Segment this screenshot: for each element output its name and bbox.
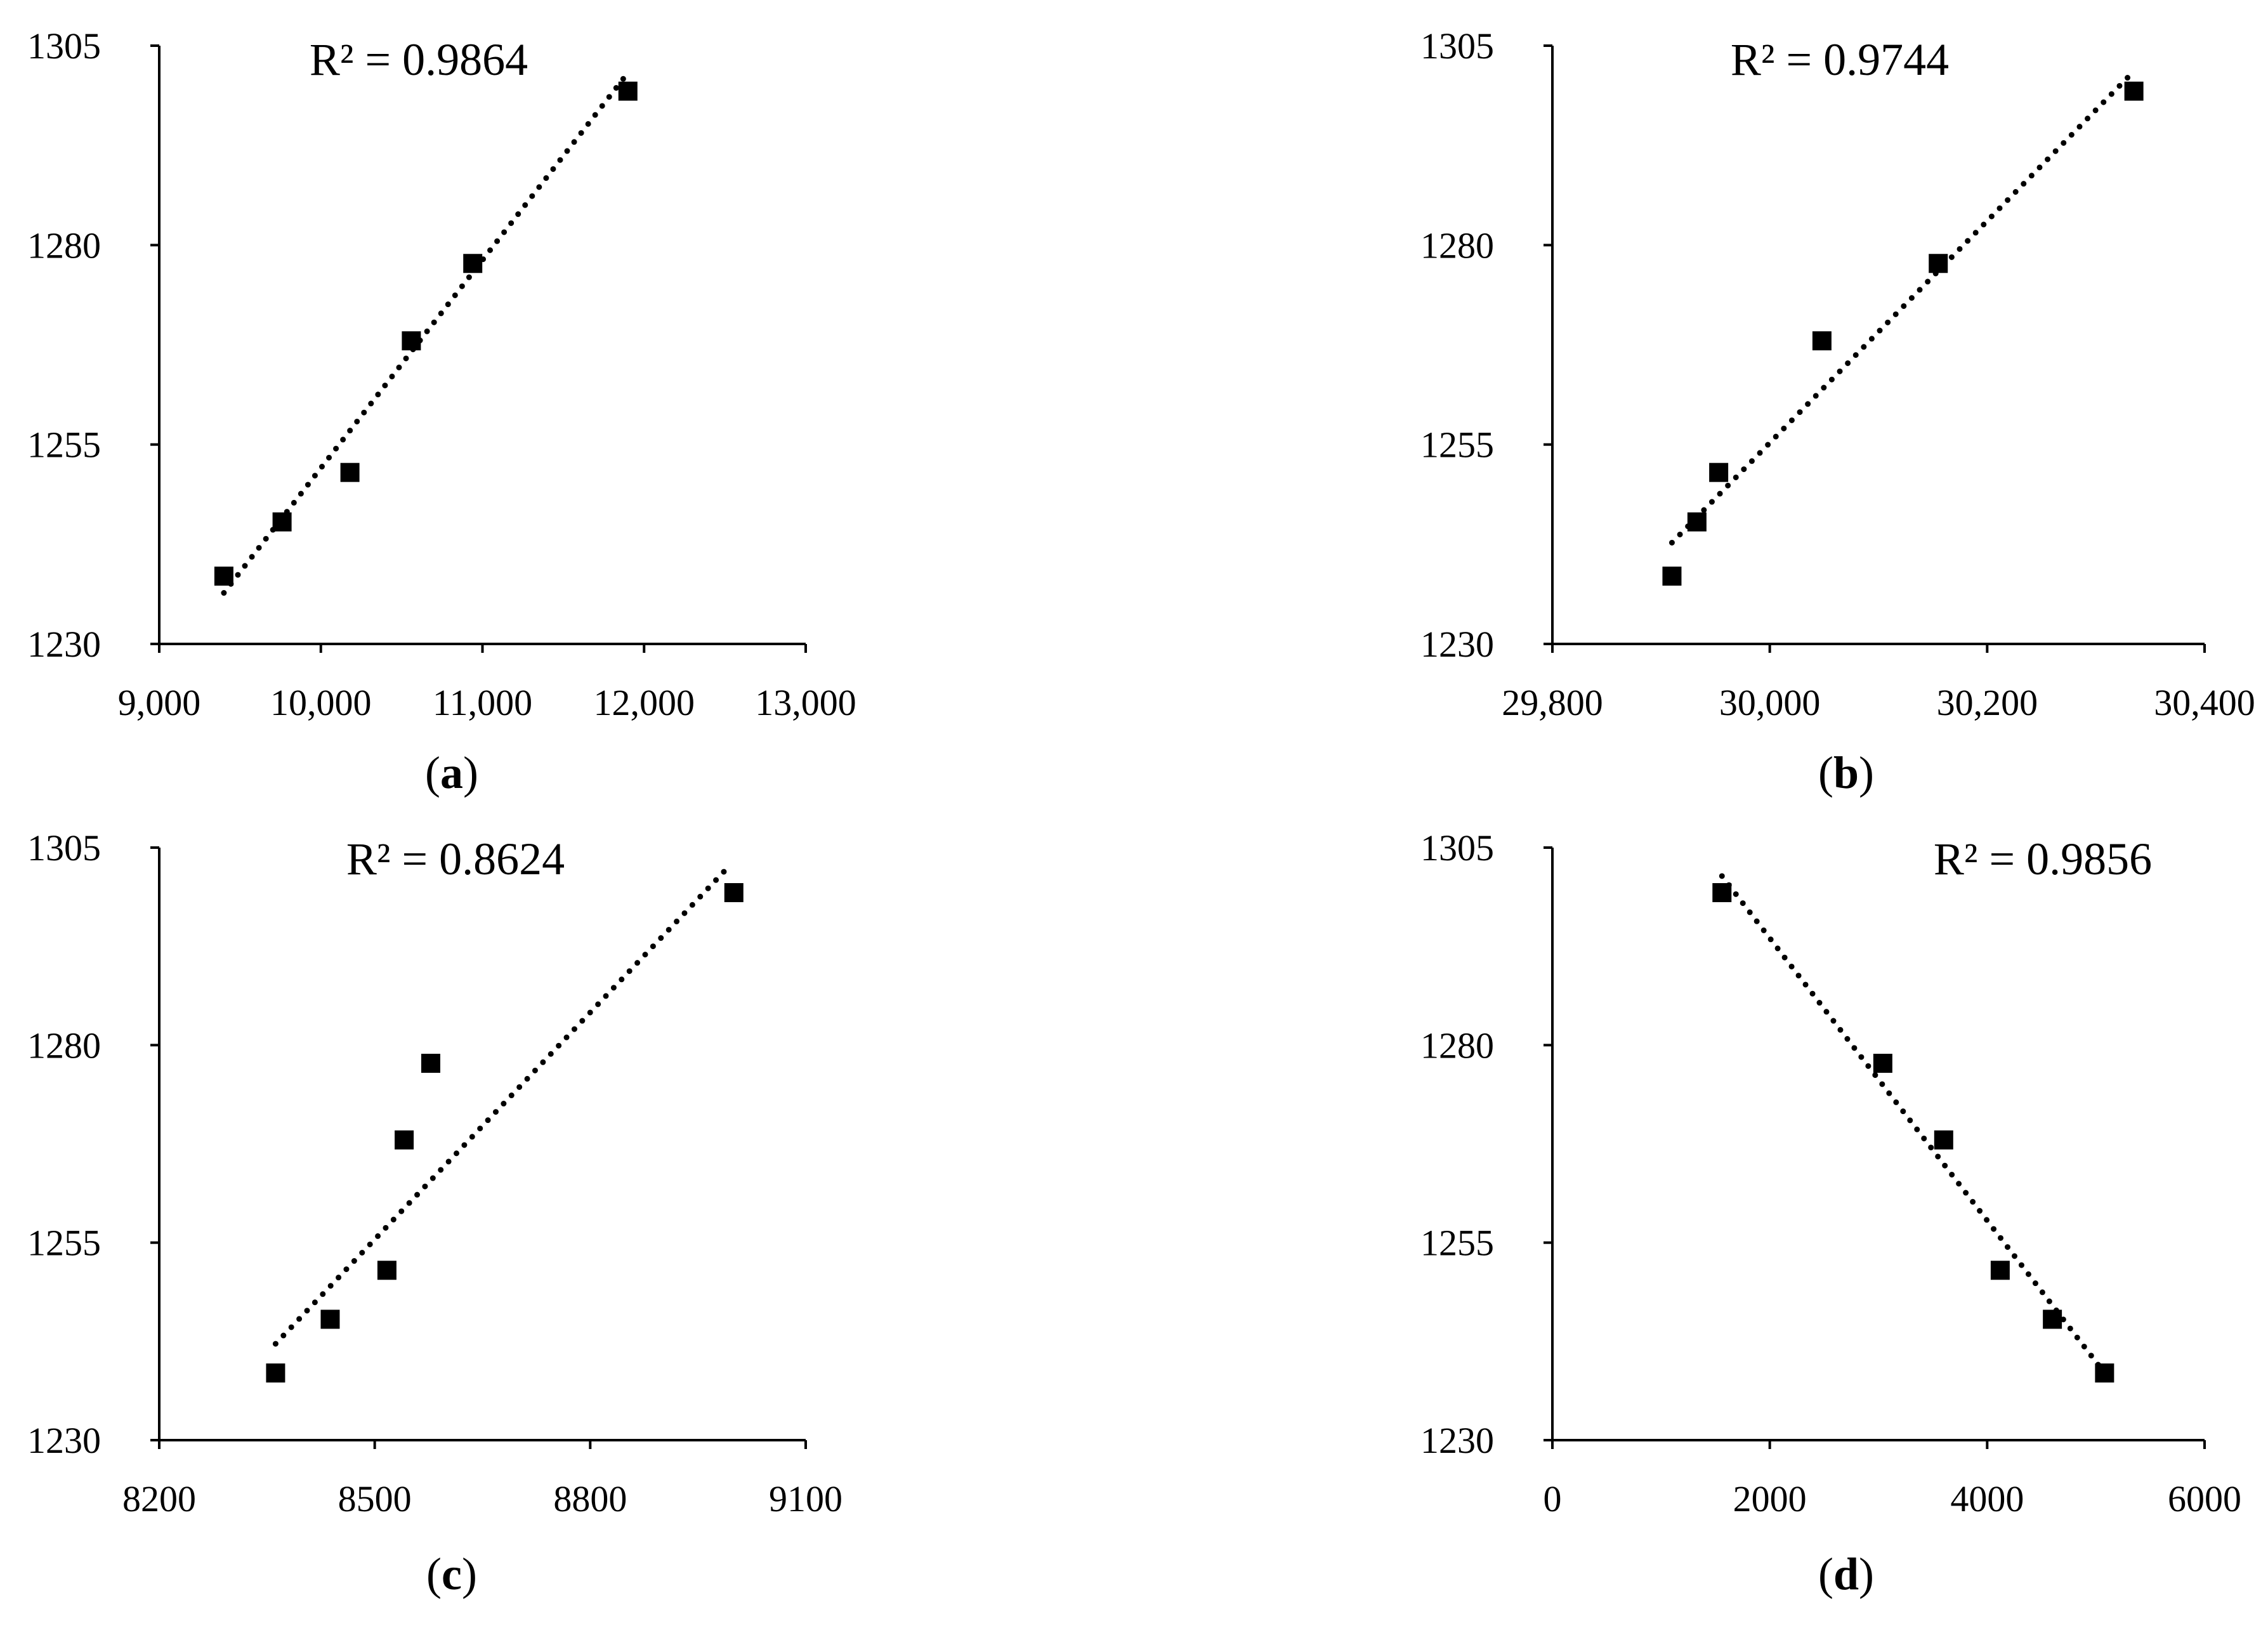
data-point [1687,512,1707,532]
data-point [724,882,744,902]
x-tick-label: 6000 [2168,1478,2241,1519]
data-point [402,331,421,351]
x-tick-label: 9,000 [118,682,201,723]
y-tick-label: 1255 [27,424,101,466]
x-tick-label: 2000 [1733,1478,1807,1519]
y-tick-label: 1305 [1420,827,1494,869]
data-point [1662,567,1682,586]
chart-panel-2: 1230 1255 1280 1305 29,800 30,000 30,200 30,400… [1420,25,2255,798]
x-tick-label: 30,000 [1719,682,1821,723]
data-point [618,81,638,101]
y-tick-label: 1280 [1420,225,1494,266]
data-point [1929,254,1948,273]
data-point [2043,1309,2062,1329]
data-point [266,1363,285,1383]
r-squared-label: R² = 0.9856 [1934,834,2152,884]
chart-panel-4: 1230 1255 1280 1305 0 2000 4000 6000 R² = 0.9856… [1420,827,2241,1599]
x-tick-label: 10,000 [270,682,372,723]
data-point [1709,462,1729,482]
data-point [214,567,233,586]
chart-panel-3: 1230 1255 1280 1305 8200 8500 8800 9100 R² = 0.8… [27,827,842,1599]
panel-caption: (b) [1818,747,1874,798]
y-tick-label: 1280 [27,1025,101,1066]
trendline [1668,68,2137,546]
trendline [221,70,631,596]
x-tick-label: 8800 [553,1478,627,1519]
data-point [377,1261,397,1280]
x-tick-label: 12,000 [594,682,695,723]
x-tick-label: 0 [1544,1478,1562,1519]
y-tick-label: 1280 [27,225,101,266]
data-point [463,254,483,273]
data-point [1873,1053,1892,1073]
y-tick-label: 1255 [1420,1223,1494,1264]
r-squared-label: R² = 0.9864 [310,34,528,85]
x-tick-label: 4000 [1950,1478,2024,1519]
y-tick-label: 1230 [1420,1420,1494,1461]
panel-caption: (c) [426,1549,477,1599]
x-tick-label: 8500 [338,1478,412,1519]
data-point [340,462,360,482]
trendline [272,862,733,1347]
r-squared-label: R² = 0.9744 [1731,34,1949,85]
data-point [2124,81,2144,101]
y-tick-label: 1255 [1420,424,1494,466]
y-tick-label: 1230 [27,1420,101,1461]
x-tick-label: 11,000 [433,682,532,723]
data-point [320,1309,340,1329]
x-tick-label: 30,400 [2154,682,2255,723]
x-tick-label: 30,200 [1937,682,2038,723]
y-tick-label: 1280 [1420,1025,1494,1066]
y-tick-label: 1305 [1420,25,1494,67]
y-tick-label: 1255 [27,1223,101,1264]
data-point [1712,882,1732,902]
panel-caption: (a) [425,747,478,798]
y-tick-label: 1305 [27,827,101,869]
chart-panel-1: 1230 1255 1280 1305 9,000 10,000 11,000 12,000 1… [27,25,856,798]
data-point [1812,331,1832,351]
x-tick-label: 29,800 [1502,682,1603,723]
data-point [1990,1261,2010,1280]
x-tick-label: 13,000 [755,682,856,723]
y-tick-label: 1305 [27,25,101,67]
data-point [1934,1130,1953,1150]
x-tick-label: 8200 [122,1478,196,1519]
trendline [1719,873,2107,1376]
y-tick-label: 1230 [27,624,101,665]
data-point [2095,1363,2114,1383]
r-squared-label: R² = 0.8624 [346,834,565,884]
y-tick-label: 1230 [1420,624,1494,665]
data-point [395,1130,414,1150]
panel-caption: (d) [1818,1549,1874,1599]
data-point [421,1053,440,1073]
x-tick-label: 9100 [769,1478,842,1519]
data-point [272,512,292,532]
